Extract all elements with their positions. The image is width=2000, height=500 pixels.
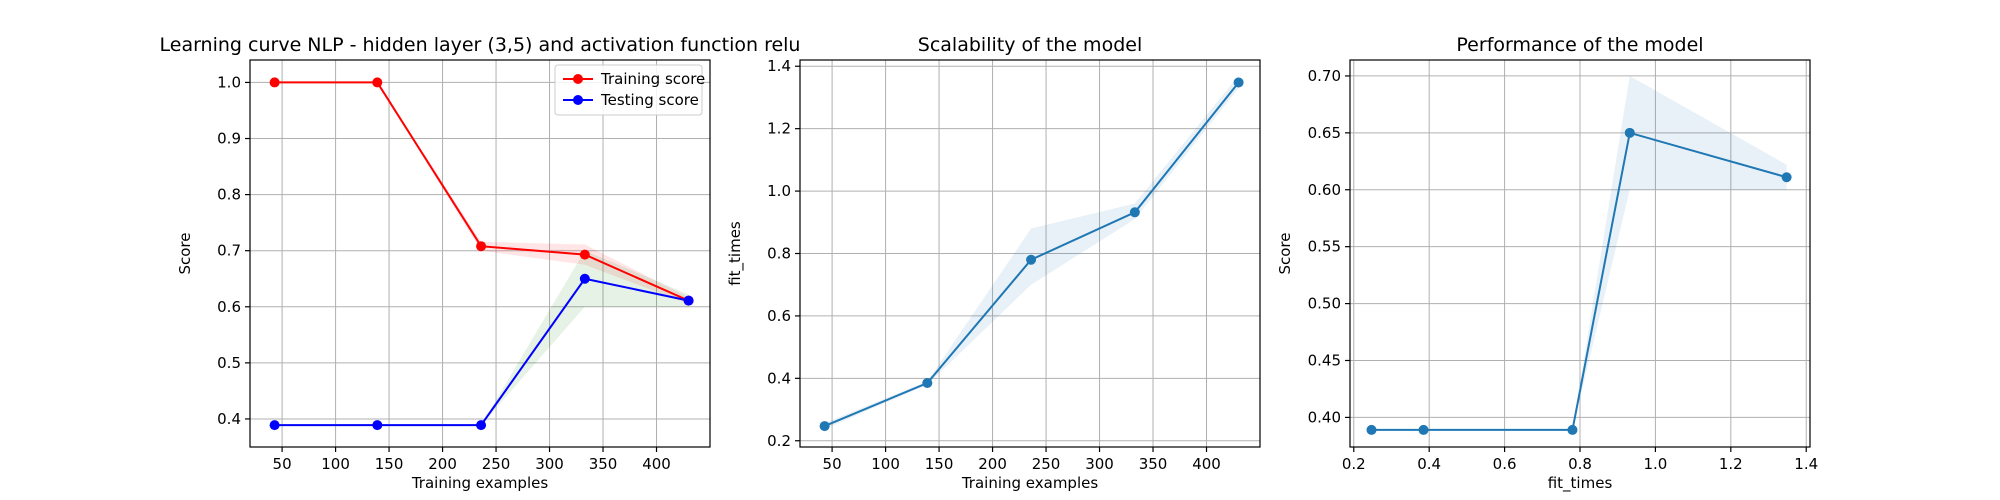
y-tick-label: 0.55 xyxy=(1308,238,1341,256)
x-tick-label: 300 xyxy=(1085,455,1114,473)
x-tick-label: 100 xyxy=(871,455,900,473)
x-tick-label: 200 xyxy=(978,455,1007,473)
plot-frame xyxy=(249,59,711,448)
confidence-band-2 xyxy=(274,250,689,426)
y-tick-label: 0.8 xyxy=(767,245,791,263)
x-tick-label: 350 xyxy=(589,455,618,473)
data-point xyxy=(1026,254,1037,265)
confidence-band-1 xyxy=(274,82,689,304)
y-axis-label: fit_times xyxy=(726,221,745,286)
x-tick-label: 150 xyxy=(375,455,404,473)
y-tick-label: 0.50 xyxy=(1308,295,1341,313)
x-tick-label: 1.4 xyxy=(1794,455,1818,473)
data-point xyxy=(372,420,383,431)
y-axis-label: Score xyxy=(1276,232,1294,274)
y-axis-label: Score xyxy=(176,232,194,274)
data-point xyxy=(269,420,280,431)
subplot-2: 50 100 150 200 250 300 350 400 0.2 0.4 0.6 0.8 1.0 1.… xyxy=(726,34,1261,492)
subplot-1: 50 100 150 200 250 300 350 400 0.4 0.5 0.6 0.7 0.8 0.… xyxy=(160,34,801,492)
data-point xyxy=(1233,77,1244,88)
y-tick-label: 0.9 xyxy=(217,130,241,148)
y-tick-label: 0.60 xyxy=(1308,181,1341,199)
x-tick-label: 400 xyxy=(1192,455,1221,473)
x-tick-label: 350 xyxy=(1139,455,1168,473)
data-point xyxy=(579,273,590,284)
data-point xyxy=(372,77,383,88)
x-tick-label: 150 xyxy=(925,455,954,473)
legend: Training score Testing score xyxy=(554,64,705,116)
x-tick-label: 50 xyxy=(823,455,842,473)
legend-box xyxy=(554,64,703,116)
legend-label: Testing score xyxy=(600,91,699,109)
confidence-band-1 xyxy=(824,75,1239,430)
y-tick-label: 1.2 xyxy=(767,120,791,138)
x-tick-label: 100 xyxy=(321,455,350,473)
data-point xyxy=(579,249,590,260)
y-tick-label: 0.70 xyxy=(1308,67,1341,85)
y-tick-label: 0.5 xyxy=(217,354,241,372)
data-point xyxy=(1624,127,1635,138)
data-point xyxy=(1366,424,1377,435)
data-point xyxy=(476,241,487,252)
subplot-3: 0.2 0.4 0.6 0.8 1.0 1.2 1.4 0.40 0.45 0.50 0.55 0.6… xyxy=(1276,34,1818,493)
y-tick-label: 0.4 xyxy=(767,369,791,387)
x-tick-label: 0.8 xyxy=(1568,455,1592,473)
y-tick-label: 0.6 xyxy=(217,298,241,316)
y-tick-label: 1.0 xyxy=(767,182,791,200)
data-point xyxy=(819,421,830,432)
chart-title: Learning curve NLP - hidden layer (3,5) … xyxy=(160,34,801,56)
x-axis-label: Training examples xyxy=(961,474,1099,492)
legend-label: Training score xyxy=(600,70,705,88)
x-tick-label: 300 xyxy=(535,455,564,473)
x-tick-label: 1.0 xyxy=(1643,455,1667,473)
data-point xyxy=(1781,172,1792,183)
legend-marker xyxy=(573,74,583,84)
y-tick-label: 0.4 xyxy=(217,410,241,428)
x-tick-label: 200 xyxy=(428,455,457,473)
y-tick-label: 0.45 xyxy=(1308,351,1341,369)
y-tick-label: 0.2 xyxy=(767,432,791,450)
x-tick-label: 0.2 xyxy=(1342,455,1366,473)
x-tick-label: 0.6 xyxy=(1493,455,1517,473)
x-tick-label: 400 xyxy=(642,455,671,473)
x-tick-label: 1.2 xyxy=(1719,455,1743,473)
confidence-band-1 xyxy=(1371,75,1787,430)
x-tick-label: 250 xyxy=(482,455,511,473)
x-axis-label: Training examples xyxy=(411,474,549,492)
x-tick-label: 0.4 xyxy=(1417,455,1441,473)
data-point xyxy=(922,378,933,389)
data-point xyxy=(476,420,487,431)
y-tick-label: 0.8 xyxy=(217,186,241,204)
y-tick-label: 0.6 xyxy=(767,307,791,325)
chart-title: Scalability of the model xyxy=(918,34,1142,56)
legend-marker xyxy=(573,95,583,105)
x-tick-label: 250 xyxy=(1032,455,1061,473)
data-point xyxy=(269,77,280,88)
data-point xyxy=(683,295,694,306)
y-tick-label: 0.40 xyxy=(1308,408,1341,426)
y-tick-label: 1.0 xyxy=(217,73,241,91)
y-tick-label: 1.4 xyxy=(767,57,791,75)
data-point xyxy=(1567,424,1578,435)
y-tick-label: 0.7 xyxy=(217,242,241,260)
data-point xyxy=(1418,424,1429,435)
y-tick-label: 0.65 xyxy=(1308,124,1341,142)
x-axis-label: fit_times xyxy=(1548,474,1613,493)
x-tick-label: 50 xyxy=(273,455,292,473)
data-point xyxy=(1129,207,1140,218)
chart-title: Performance of the model xyxy=(1456,34,1703,56)
